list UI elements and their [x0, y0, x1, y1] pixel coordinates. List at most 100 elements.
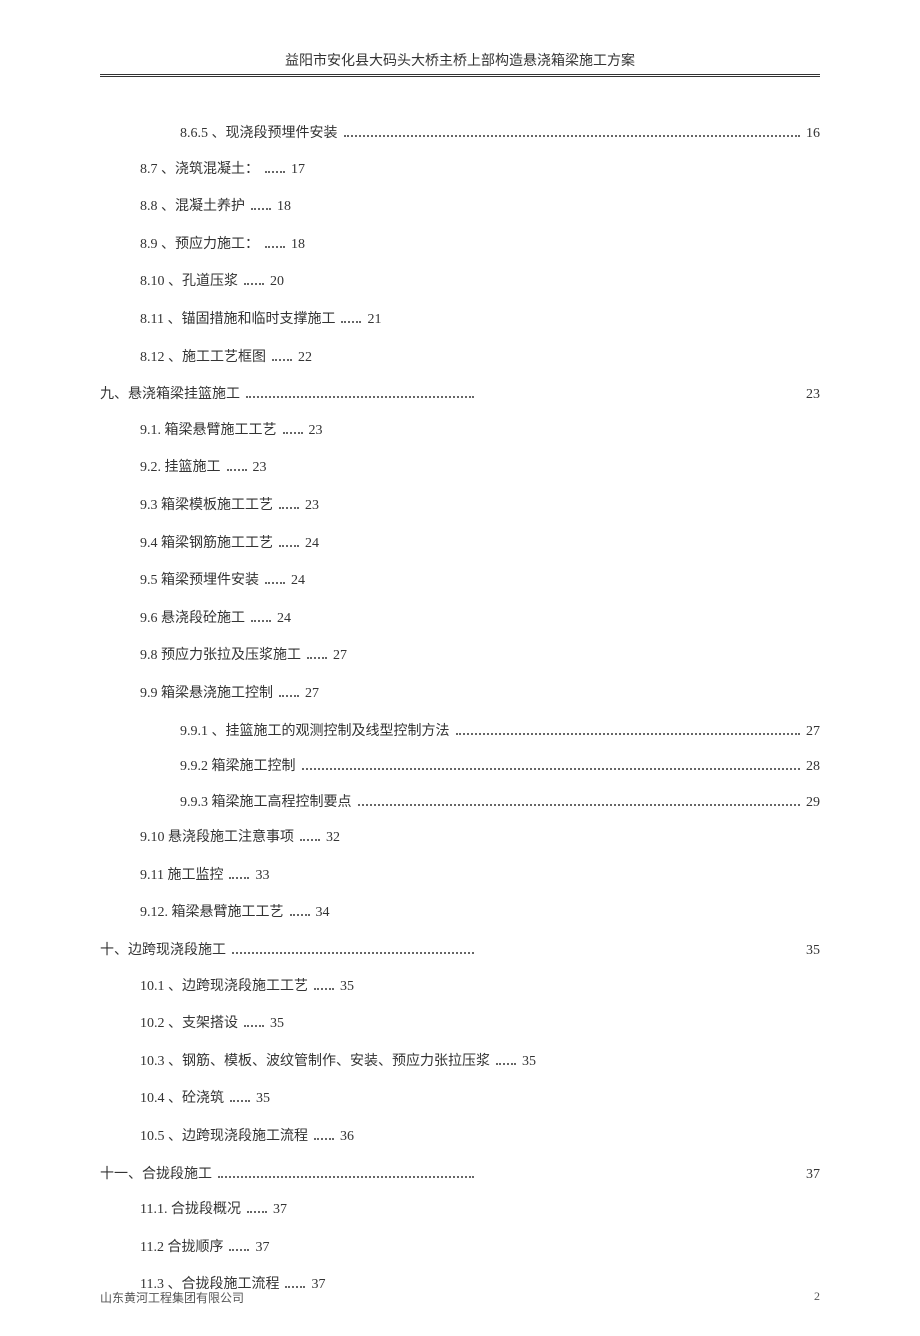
- toc-leader-dots: [244, 1025, 264, 1027]
- toc-entry-text: 9.11 施工监控: [140, 859, 223, 893]
- toc-leader-dots: [230, 1100, 250, 1102]
- toc-leader-dots: [279, 545, 299, 547]
- toc-entry: 9.3 箱梁模板施工工艺 23: [100, 489, 820, 525]
- table-of-contents: 8.6.5 、现浇段预埋件安装168.7 、浇筑混凝土：178.8 、混凝土养护…: [100, 117, 820, 1304]
- toc-leader-dots: [229, 877, 249, 879]
- toc-leader-dots: [341, 321, 361, 323]
- toc-entry: 9.5 箱梁预埋件安装24: [100, 564, 820, 600]
- toc-entry-text: 九、悬浇箱梁挂篮施工: [100, 378, 240, 412]
- toc-entry-text: 11.2 合拢顺序: [140, 1231, 223, 1265]
- toc-leader-dots: [279, 695, 299, 697]
- toc-entry-text: 8.9 、预应力施工：: [140, 228, 259, 262]
- toc-entry: 8.11 、锚固措施和临时支撑施工 21: [100, 303, 820, 339]
- toc-entry-text: 9.10 悬浇段施工注意事项: [140, 821, 294, 855]
- toc-entry-text: 9.4 箱梁钢筋施工工艺: [140, 527, 273, 561]
- page-header-title: 益阳市安化县大码头大桥主桥上部构造悬浇箱梁施工方案: [100, 50, 820, 70]
- toc-entry: 9.9 箱梁悬浇施工控制 27: [100, 677, 820, 713]
- toc-entry-page: 37: [806, 1158, 820, 1192]
- toc-entry-page: 22: [298, 341, 312, 375]
- toc-leader-dots: [265, 171, 285, 173]
- toc-entry-page: 35: [806, 934, 820, 968]
- toc-entry-page: 34: [316, 896, 330, 930]
- toc-entry: 8.6.5 、现浇段预埋件安装16: [100, 117, 820, 151]
- toc-leader-dots: [344, 135, 801, 137]
- toc-leader-dots: [244, 283, 264, 285]
- toc-leader-dots: [283, 432, 303, 434]
- footer-page-number: 2: [814, 1289, 820, 1306]
- toc-entry: 9.11 施工监控 33: [100, 859, 820, 895]
- toc-entry: 9.12. 箱梁悬臂施工工艺 34: [100, 896, 820, 932]
- toc-entry: 9.1. 箱梁悬臂施工工艺23: [100, 414, 820, 450]
- toc-entry-page: 33: [255, 859, 269, 893]
- toc-entry-page: 27: [806, 715, 820, 749]
- toc-leader-dots: [265, 582, 285, 584]
- toc-entry: 9.4 箱梁钢筋施工工艺 24: [100, 527, 820, 563]
- toc-leader-dots: [251, 620, 271, 622]
- toc-entry-page: 23: [806, 378, 820, 412]
- toc-entry: 9.9.2 箱梁施工控制 28: [100, 750, 820, 784]
- toc-entry-text: 10.2 、支架搭设: [140, 1007, 238, 1041]
- toc-leader-dots: [279, 507, 299, 509]
- toc-entry-text: 9.6 悬浇段砼施工: [140, 602, 245, 636]
- toc-entry-text: 8.12 、施工工艺框图: [140, 341, 266, 375]
- toc-entry: 8.10 、孔道压浆20: [100, 265, 820, 301]
- toc-entry: 10.1 、边跨现浇段施工工艺35: [100, 970, 820, 1006]
- toc-entry: 9.6 悬浇段砼施工24: [100, 602, 820, 638]
- toc-entry-page: 24: [305, 527, 319, 561]
- page-footer: 山东黄河工程集团有限公司 2: [100, 1289, 820, 1306]
- toc-entry-text: 9.9.1 、挂篮施工的观测控制及线型控制方法: [180, 715, 450, 749]
- toc-entry: 9.8 预应力张拉及压浆施工27: [100, 639, 820, 675]
- toc-entry-page: 35: [522, 1045, 536, 1079]
- toc-entry-text: 9.5 箱梁预埋件安装: [140, 564, 259, 598]
- toc-entry-page: 35: [340, 970, 354, 1004]
- toc-entry: 十、边跨现浇段施工 35: [100, 934, 820, 968]
- toc-leader-dots: [302, 768, 801, 770]
- toc-entry: 8.9 、预应力施工：18: [100, 228, 820, 264]
- toc-leader-dots: [272, 359, 292, 361]
- toc-entry-text: 十一、合拢段施工: [100, 1158, 212, 1192]
- toc-entry: 十一、合拢段施工 37: [100, 1158, 820, 1192]
- toc-leader-dots: [227, 469, 247, 471]
- toc-entry-page: 35: [270, 1007, 284, 1041]
- toc-leader-dots: [358, 804, 801, 806]
- toc-entry-page: 35: [256, 1082, 270, 1116]
- toc-leader-dots: [314, 988, 334, 990]
- toc-entry: 9.9.3 箱梁施工高程控制要点29: [100, 786, 820, 820]
- toc-entry-page: 23: [305, 489, 319, 523]
- toc-entry-text: 10.3 、钢筋、模板、波纹管制作、安装、预应力张拉压浆: [140, 1045, 490, 1079]
- toc-leader-dots: [232, 952, 474, 954]
- toc-entry-page: 32: [326, 821, 340, 855]
- toc-entry-page: 37: [273, 1193, 287, 1227]
- toc-entry: 9.2. 挂篮施工 23: [100, 451, 820, 487]
- toc-entry-page: 23: [309, 414, 323, 448]
- toc-entry-text: 8.11 、锚固措施和临时支撑施工: [140, 303, 335, 337]
- toc-entry-page: 27: [305, 677, 319, 711]
- toc-entry-page: 36: [340, 1120, 354, 1154]
- toc-entry-text: 9.9 箱梁悬浇施工控制: [140, 677, 273, 711]
- toc-entry-text: 8.8 、混凝土养护: [140, 190, 245, 224]
- toc-entry-text: 十、边跨现浇段施工: [100, 934, 226, 968]
- toc-leader-dots: [496, 1063, 516, 1065]
- toc-entry-text: 9.3 箱梁模板施工工艺: [140, 489, 273, 523]
- toc-entry: 9.9.1 、挂篮施工的观测控制及线型控制方法 27: [100, 715, 820, 749]
- toc-leader-dots: [314, 1138, 334, 1140]
- toc-entry-page: 23: [253, 451, 267, 485]
- toc-entry: 10.2 、支架搭设 35: [100, 1007, 820, 1043]
- toc-entry: 9.10 悬浇段施工注意事项 32: [100, 821, 820, 857]
- toc-entry-page: 28: [806, 750, 820, 784]
- toc-entry-text: 9.9.2 箱梁施工控制: [180, 750, 296, 784]
- toc-entry: 11.1. 合拢段概况 37: [100, 1193, 820, 1229]
- toc-entry-text: 9.8 预应力张拉及压浆施工: [140, 639, 301, 673]
- header-divider: [100, 74, 820, 77]
- toc-entry-text: 9.2. 挂篮施工: [140, 451, 221, 485]
- toc-entry-text: 11.1. 合拢段概况: [140, 1193, 241, 1227]
- toc-entry: 10.4 、砼浇筑35: [100, 1082, 820, 1118]
- toc-leader-dots: [229, 1249, 249, 1251]
- toc-entry: 8.8 、混凝土养护18: [100, 190, 820, 226]
- toc-entry-page: 20: [270, 265, 284, 299]
- toc-entry: 10.5 、边跨现浇段施工流程36: [100, 1120, 820, 1156]
- toc-entry-text: 9.12. 箱梁悬臂施工工艺: [140, 896, 284, 930]
- toc-entry-page: 21: [367, 303, 381, 337]
- toc-entry: 10.3 、钢筋、模板、波纹管制作、安装、预应力张拉压浆 35: [100, 1045, 820, 1081]
- toc-entry: 11.2 合拢顺序37: [100, 1231, 820, 1267]
